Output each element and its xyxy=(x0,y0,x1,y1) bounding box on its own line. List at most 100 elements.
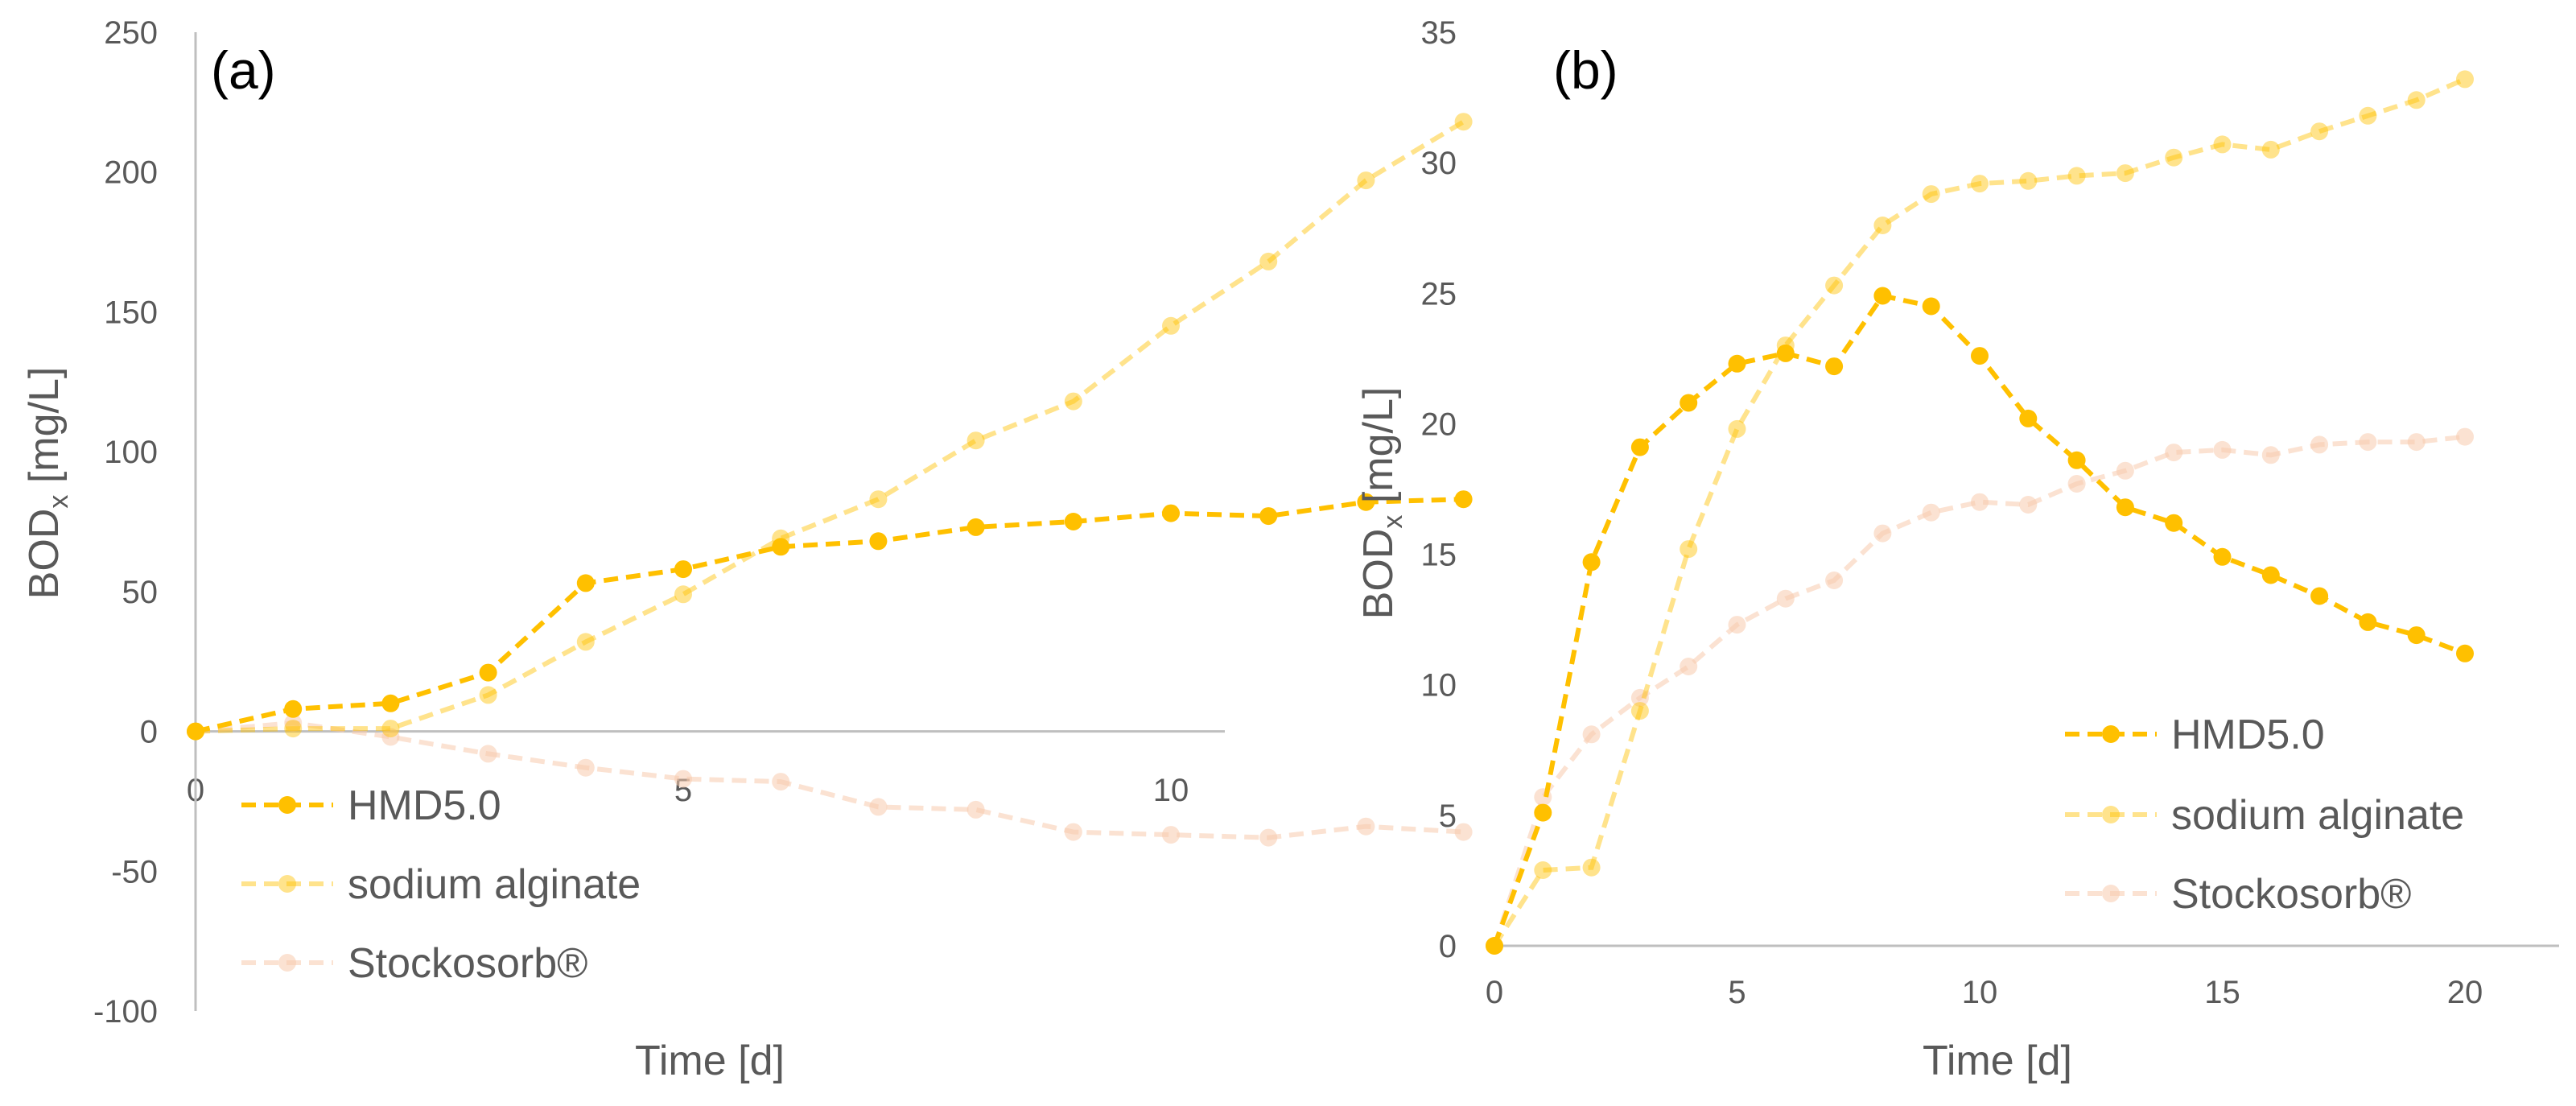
panel-b-point-stockosorb xyxy=(1582,725,1601,744)
panel-b-point-stockosorb xyxy=(2407,433,2426,452)
panel-b-line-hmd5-0 xyxy=(1492,293,2467,947)
panel-b-x-tick: 5 xyxy=(1728,975,1745,1010)
panel-b-point-hmd5-0 xyxy=(2456,644,2474,662)
panel-a-point-stockosorb xyxy=(284,714,303,733)
panel-b-point-sodium-alginate xyxy=(1728,419,1746,438)
panel-b-y-axis-title: BODx [mg/L] xyxy=(1355,387,1408,620)
panel-b-point-stockosorb xyxy=(2456,427,2474,446)
panel-a-legend-label-alginate: sodium alginate xyxy=(348,861,641,908)
panel-b-x-tick-labels: 0 5 10 15 20 xyxy=(1486,975,2483,1010)
panel-b-point-hmd5-0 xyxy=(2407,626,2426,645)
panel-b-point-hmd5-0 xyxy=(1728,354,1746,373)
panel-a-line-sodium-alginate xyxy=(195,119,1465,734)
panel-b-point-sodium-alginate xyxy=(1971,175,1989,193)
panel-b-line-sodium-alginate xyxy=(1492,76,2467,947)
panel-b-point-sodium-alginate xyxy=(2165,148,2183,167)
panel-a-point-sodium-alginate xyxy=(1162,316,1180,335)
panel-b-point-hmd5-0 xyxy=(1825,357,1844,376)
panel-a-line-hmd5-0 xyxy=(195,497,1464,734)
panel-b-point-stockosorb xyxy=(2261,446,2280,464)
panel-b-y-tick-labels: 35 30 25 20 15 10 5 0 xyxy=(1421,15,1457,964)
panel-a-point-hmd5-0 xyxy=(187,722,204,741)
panel-b-point-hmd5-0 xyxy=(2116,498,2134,517)
panel-b-point-stockosorb xyxy=(1873,524,1892,543)
panel-b-y-tick: 10 xyxy=(1421,668,1457,704)
panel-a-point-hmd5-0 xyxy=(772,538,790,556)
panel-b-point-hmd5-0 xyxy=(2019,409,2038,427)
panel-b-point-sodium-alginate xyxy=(2456,70,2474,89)
panel-a-point-stockosorb xyxy=(381,728,400,746)
panel-b-legend-marker-hmd xyxy=(2102,725,2120,743)
panel-b-point-hmd5-0 xyxy=(1776,344,1795,362)
panel-a-point-sodium-alginate xyxy=(576,633,595,651)
panel-a-legend-marker-alginate xyxy=(278,875,296,893)
panel-b-point-sodium-alginate xyxy=(2213,135,2232,154)
panel-b-legend: HMD5.0 sodium alginate Stockosorb® xyxy=(2065,712,2464,918)
panel-a-line-stockosorb xyxy=(195,720,1464,840)
panel-a-y-tick: 200 xyxy=(104,155,158,191)
panel-a-point-stockosorb xyxy=(1064,823,1082,841)
panel-b-point-stockosorb xyxy=(2359,433,2377,452)
panel-b-point-stockosorb xyxy=(2213,440,2232,459)
panel-b-x-axis-title: Time [d] xyxy=(1923,1038,2072,1084)
panel-a-y-tick: 150 xyxy=(104,295,158,330)
panel-b-point-sodium-alginate xyxy=(2019,171,2038,190)
panel-a-point-stockosorb xyxy=(576,758,595,777)
panel-b-point-hmd5-0 xyxy=(1971,347,1989,365)
panel-b-point-sodium-alginate xyxy=(2359,106,2377,125)
panel-b-y-tick: 35 xyxy=(1421,15,1457,51)
panel-b-point-sodium-alginate xyxy=(1680,540,1698,559)
panel-a-point-hmd5-0 xyxy=(576,574,595,592)
panel-a-legend: HMD5.0 sodium alginate Stockosorb® xyxy=(241,782,641,987)
panel-b-legend-label-hmd: HMD5.0 xyxy=(2171,712,2325,758)
panel-b-x-tick: 20 xyxy=(2447,975,2483,1010)
panel-a-point-sodium-alginate xyxy=(284,720,303,738)
panel-b-point-sodium-alginate xyxy=(1534,861,1552,879)
panel-a-y-tick: 100 xyxy=(104,435,158,470)
panel-b-line-stockosorb xyxy=(1492,434,2466,947)
panel-b-x-tick: 15 xyxy=(2204,975,2240,1010)
panel-b-legend-label-alginate: sodium alginate xyxy=(2171,792,2464,839)
panel-a-point-sodium-alginate xyxy=(1064,392,1082,411)
panel-a-y-tick: 0 xyxy=(140,715,158,750)
panel-b-point-stockosorb xyxy=(2116,461,2134,480)
panel-b-point-stockosorb xyxy=(2165,444,2183,462)
panel-a-y-tick: 250 xyxy=(104,15,158,51)
panel-b-point-stockosorb xyxy=(1825,572,1844,589)
panel-b-y-tick: 5 xyxy=(1439,799,1457,834)
panel-b-point-hmd5-0 xyxy=(1486,937,1503,955)
panel-a-series xyxy=(187,113,1473,847)
panel-b-series xyxy=(1486,70,2474,955)
panel-a-point-stockosorb xyxy=(772,773,790,791)
panel-b-point-hmd5-0 xyxy=(1680,394,1698,412)
panel-b-point-stockosorb xyxy=(1971,493,1989,511)
panel-b-point-stockosorb xyxy=(2019,496,2038,514)
panel-b-point-hmd5-0 xyxy=(2359,613,2377,631)
panel-b-label: (b) xyxy=(1553,40,1618,100)
panel-b-y-tick: 30 xyxy=(1421,146,1457,181)
panel-b-point-hmd5-0 xyxy=(1922,297,1940,316)
panel-a-point-sodium-alginate xyxy=(869,490,888,509)
panel-b-y-tick: 15 xyxy=(1421,538,1457,573)
panel-a-point-sodium-alginate xyxy=(1454,113,1473,131)
panel-a-point-hmd5-0 xyxy=(1357,493,1375,511)
panel-a-x-axis-title: Time [d] xyxy=(635,1038,785,1084)
panel-b-point-sodium-alginate xyxy=(1630,702,1649,720)
panel-a-legend-label-stockosorb: Stockosorb® xyxy=(348,940,587,987)
panel-a-point-stockosorb xyxy=(869,798,888,816)
panel-a-y-tick: 50 xyxy=(122,575,159,610)
panel-a-point-sodium-alginate xyxy=(1259,252,1278,270)
panel-a-point-hmd5-0 xyxy=(479,663,497,682)
panel-b-point-stockosorb xyxy=(2310,435,2329,454)
panel-a-point-stockosorb xyxy=(479,745,497,763)
panel-a-point-stockosorb xyxy=(674,770,692,788)
panel-a-y-axis-title: BODx [mg/L] xyxy=(21,367,74,600)
panel-a-y-axis-title-unit: [mg/L] xyxy=(21,367,68,495)
panel-a-legend-label-hmd: HMD5.0 xyxy=(348,782,501,829)
panel-b-point-sodium-alginate xyxy=(1873,217,1892,234)
panel-b-point-stockosorb xyxy=(1728,616,1746,634)
panel-a-y-tick: -50 xyxy=(111,854,158,889)
panel-a-point-hmd5-0 xyxy=(1064,513,1082,530)
panel-b-point-sodium-alginate xyxy=(2116,164,2134,183)
panel-a-point-hmd5-0 xyxy=(674,560,692,579)
